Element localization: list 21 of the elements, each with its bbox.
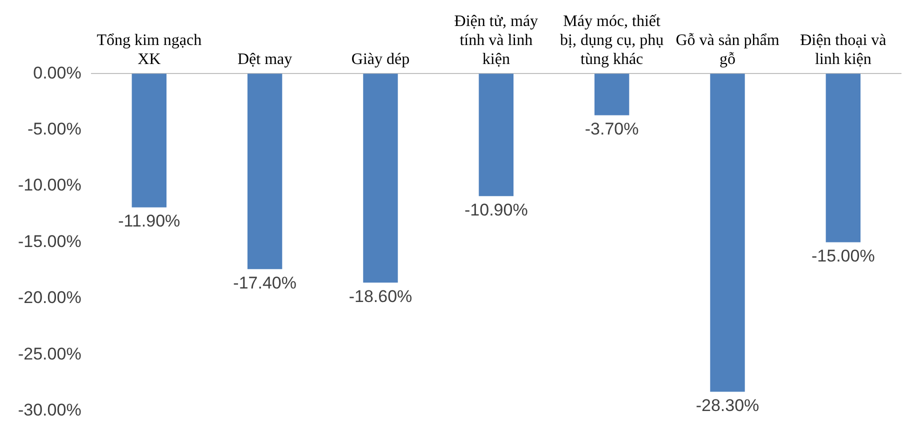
y-tick-label: -25.00% [18,344,82,364]
y-tick-label: -20.00% [18,288,82,308]
y-tick-label: -10.00% [18,176,82,195]
y-tick-label: -30.00% [18,400,82,420]
y-tick-label: -5.00% [27,119,82,138]
data-label: -28.30% [696,396,760,415]
data-label: -10.90% [464,200,528,220]
y-tick-label: 0.00% [33,63,82,82]
x-tick-label: Điện thoại và linh kiện [800,32,886,68]
x-tick-label: Điện tử, máy tính và linh kiện [454,12,538,68]
data-label: -11.90% [118,212,180,231]
data-label: -17.40% [233,273,296,292]
y-tick-label: -15.00% [18,232,82,251]
x-tick-label: Giày dép [351,51,410,68]
data-label: -18.60% [348,286,412,306]
data-label: -3.70% [584,119,639,138]
x-tick-label: Gỗ và sản phẩm gỗ [676,32,780,68]
data-label: -15.00% [812,246,875,266]
x-tick-label: Dệt may [237,51,292,68]
x-tick-label: Tổng kim ngạch XK [96,32,202,68]
x-tick-label: Máy móc, thiết bị, dụng cụ, phụ tùng khác [560,12,664,68]
